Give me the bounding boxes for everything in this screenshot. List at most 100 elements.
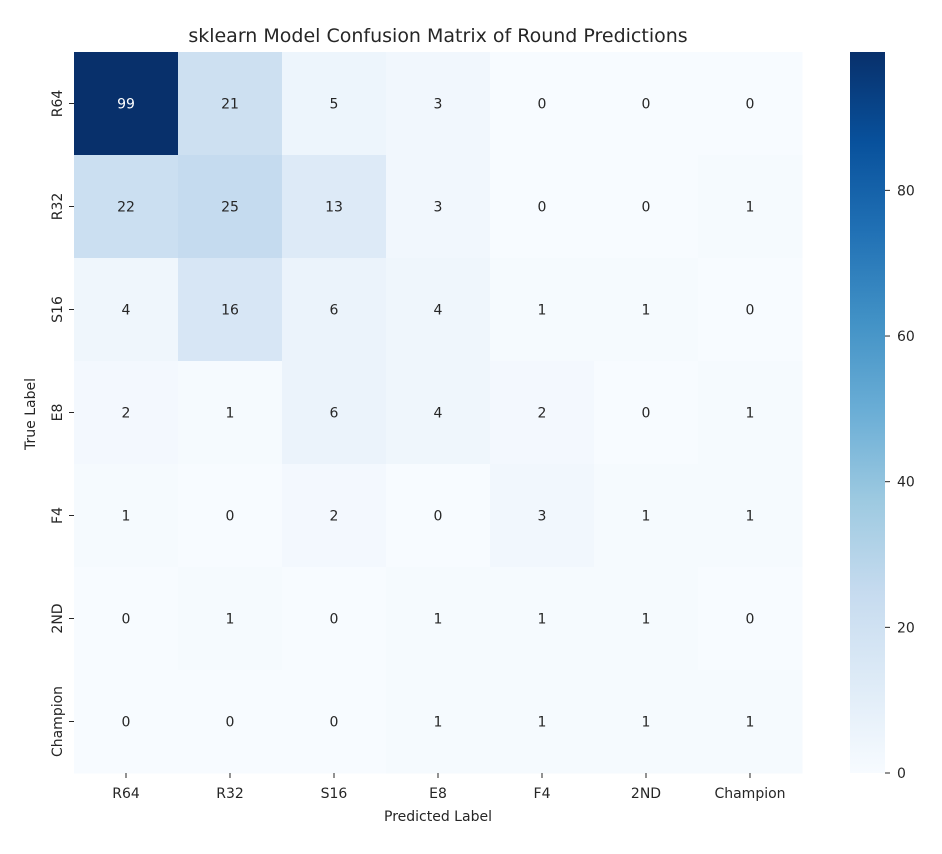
heatmap-cell <box>386 464 491 568</box>
heatmap-cell <box>594 155 699 259</box>
cell-value-label: 2 <box>538 406 547 422</box>
cell-value-label: 99 <box>117 97 135 113</box>
heatmap-cell <box>282 155 387 259</box>
cell-value-label: 3 <box>434 200 443 216</box>
heatmap-cell <box>490 567 595 671</box>
chart-title: sklearn Model Confusion Matrix of Round … <box>188 25 687 47</box>
cell-value-label: 1 <box>746 509 755 525</box>
cell-value-label: 1 <box>538 612 547 628</box>
y-tick-label: 2ND <box>50 603 66 633</box>
cell-value-label: 4 <box>434 406 443 422</box>
x-tick-label: S16 <box>321 786 348 802</box>
heatmap-cell <box>178 567 283 671</box>
x-tick-label: Champion <box>714 786 785 802</box>
x-tick-label: 2ND <box>631 786 661 802</box>
y-tick-label: R64 <box>50 90 66 118</box>
cell-value-label: 0 <box>538 200 547 216</box>
heatmap-cell <box>698 258 803 362</box>
colorbar-tick-label: 40 <box>897 475 915 491</box>
heatmap-cell <box>282 52 387 156</box>
heatmap-cell <box>594 464 699 568</box>
heatmap-cell <box>282 567 387 671</box>
cell-value-label: 1 <box>642 715 651 731</box>
heatmap-cell <box>386 155 491 259</box>
heatmap-cell <box>282 361 387 465</box>
heatmap-cell <box>178 361 283 465</box>
cell-value-label: 0 <box>330 715 339 731</box>
colorbar-tick-label: 60 <box>897 329 915 345</box>
cell-value-label: 2 <box>330 509 339 525</box>
cell-value-label: 0 <box>434 509 443 525</box>
heatmap-cell <box>74 155 179 259</box>
heatmap-cell <box>594 258 699 362</box>
heatmap-cell <box>490 52 595 156</box>
heatmap-cell <box>282 670 387 774</box>
x-axis-label: Predicted Label <box>384 809 492 825</box>
heatmap-cell <box>74 52 179 156</box>
x-axis: R64 R32 S16 E8 F4 2ND Champion <box>112 773 786 802</box>
cell-value-label: 0 <box>538 97 547 113</box>
heatmap-cell <box>178 155 283 259</box>
cell-value-label: 0 <box>746 612 755 628</box>
cell-value-label: 6 <box>330 303 339 319</box>
cell-value-label: 1 <box>746 406 755 422</box>
heatmap-cell <box>594 567 699 671</box>
heatmap-cell <box>178 670 283 774</box>
heatmap-cells <box>74 52 803 774</box>
cell-value-label: 1 <box>226 612 235 628</box>
x-tick-label: R32 <box>216 786 244 802</box>
cell-value-label: 1 <box>642 509 651 525</box>
heatmap-cell <box>490 670 595 774</box>
cell-value-label: 0 <box>122 612 131 628</box>
heatmap-cell <box>386 361 491 465</box>
heatmap-cell-labels: 99 21 5 3 0 0 022 25 13 3 0 0 14 16 6 4 1 1 02 1 6 4 2 0 11 0 2 0 3 1… <box>117 97 754 731</box>
cell-value-label: 16 <box>221 303 239 319</box>
cell-value-label: 1 <box>226 406 235 422</box>
heatmap-cell <box>698 155 803 259</box>
cell-value-label: 1 <box>434 612 443 628</box>
y-tick-label: S16 <box>50 296 66 323</box>
heatmap-cell <box>74 670 179 774</box>
heatmap-cell <box>490 361 595 465</box>
x-tick-label: E8 <box>429 786 447 802</box>
heatmap-cell <box>490 464 595 568</box>
heatmap-cell <box>74 464 179 568</box>
heatmap-cell <box>386 567 491 671</box>
heatmap-cell <box>698 670 803 774</box>
heatmap-cell <box>386 258 491 362</box>
cell-value-label: 0 <box>226 509 235 525</box>
cell-value-label: 1 <box>122 509 131 525</box>
y-tick-label: R32 <box>50 193 66 221</box>
cell-value-label: 0 <box>642 97 651 113</box>
cell-value-label: 1 <box>538 303 547 319</box>
colorbar-tick-label: 80 <box>897 183 915 199</box>
cell-value-label: 1 <box>538 715 547 731</box>
cell-value-label: 22 <box>117 200 135 216</box>
heatmap-cell <box>698 567 803 671</box>
heatmap-cell <box>698 361 803 465</box>
heatmap-cell <box>698 52 803 156</box>
cell-value-label: 5 <box>330 97 339 113</box>
cell-value-label: 25 <box>221 200 239 216</box>
heatmap-cell <box>386 670 491 774</box>
heatmap-cell <box>74 361 179 465</box>
colorbar-tick-label: 0 <box>897 766 906 782</box>
heatmap-cell <box>74 567 179 671</box>
cell-value-label: 4 <box>434 303 443 319</box>
y-axis-label: True Label <box>23 378 39 451</box>
cell-value-label: 3 <box>434 97 443 113</box>
cell-value-label: 0 <box>746 97 755 113</box>
cell-value-label: 0 <box>642 200 651 216</box>
cell-value-label: 21 <box>221 97 239 113</box>
heatmap-cell <box>386 52 491 156</box>
cell-value-label: 6 <box>330 406 339 422</box>
cell-value-label: 1 <box>434 715 443 731</box>
heatmap-cell <box>698 464 803 568</box>
cell-value-label: 13 <box>325 200 343 216</box>
heatmap-cell <box>490 258 595 362</box>
cell-value-label: 0 <box>330 612 339 628</box>
y-tick-label: E8 <box>50 404 66 422</box>
cell-value-label: 1 <box>642 612 651 628</box>
cell-value-label: 1 <box>746 715 755 731</box>
